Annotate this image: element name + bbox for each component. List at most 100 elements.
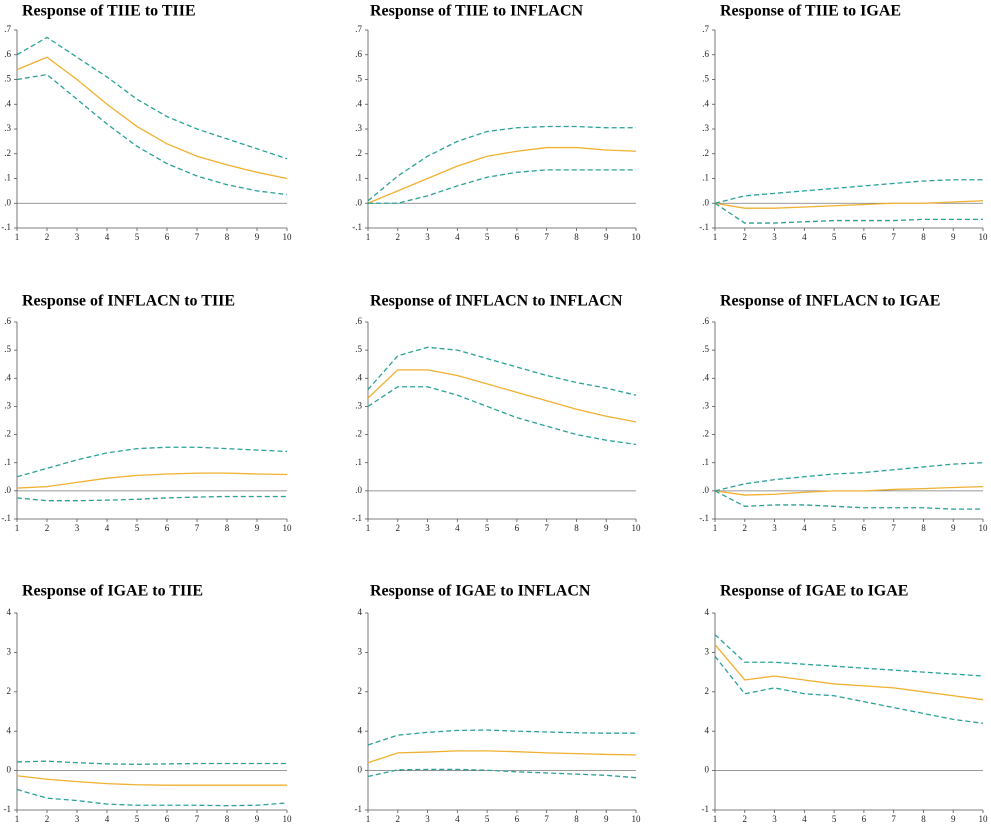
x-tick-label: 2 xyxy=(743,523,748,533)
band-line xyxy=(367,346,637,396)
x-tick-label: 8 xyxy=(225,523,230,533)
band-line xyxy=(714,655,984,724)
y-tick-label: -.1 xyxy=(699,513,709,523)
y-tick-label: .6 xyxy=(355,49,362,59)
x-tick-label: 1 xyxy=(713,232,718,242)
x-tick-label: 10 xyxy=(283,523,293,533)
x-tick-label: 1 xyxy=(366,814,371,824)
x-tick-label: 5 xyxy=(135,523,140,533)
y-tick-label: -1 xyxy=(4,804,12,814)
response-line xyxy=(714,200,984,209)
x-tick-label: 10 xyxy=(632,814,642,824)
x-tick-label: 1 xyxy=(713,814,718,824)
y-tick-label: -.1 xyxy=(699,222,709,232)
x-tick-label: 4 xyxy=(105,523,110,533)
y-tick-label: 3 xyxy=(358,646,363,656)
x-tick-label: 9 xyxy=(951,232,956,242)
x-tick-label: 6 xyxy=(862,232,867,242)
x-tick-label: 1 xyxy=(15,232,20,242)
x-tick-label: 5 xyxy=(485,523,490,533)
y-tick-label: .7 xyxy=(355,24,362,34)
x-tick-label: 6 xyxy=(862,814,867,824)
y-tick-label: -.1 xyxy=(352,222,362,232)
response-line xyxy=(16,775,287,786)
x-tick-label: 4 xyxy=(802,232,807,242)
x-tick-label: 3 xyxy=(425,523,430,533)
band-line xyxy=(714,462,984,492)
x-tick-label: 3 xyxy=(772,523,777,533)
x-tick-label: 9 xyxy=(604,814,609,824)
band-line xyxy=(714,202,983,224)
y-tick-label: .4 xyxy=(702,98,709,108)
y-tick-label: .1 xyxy=(702,173,709,183)
x-tick-label: 7 xyxy=(195,814,200,824)
y-tick-label: .1 xyxy=(702,457,709,467)
x-tick-label: 6 xyxy=(515,232,520,242)
band-line xyxy=(714,634,984,677)
x-tick-label: 6 xyxy=(165,232,170,242)
x-tick-label: 6 xyxy=(862,523,867,533)
y-tick-label: .6 xyxy=(702,316,709,326)
x-tick-label: 6 xyxy=(165,523,170,533)
band-line xyxy=(16,36,288,160)
x-tick-label: 5 xyxy=(485,232,490,242)
x-tick-label: 3 xyxy=(772,232,777,242)
chart-title: Response of IGAE to INFLACN xyxy=(370,583,591,600)
chart-title: Response of INFLACN to IGAE xyxy=(720,293,940,310)
x-tick-label: 8 xyxy=(574,814,579,824)
chart-title: Response of TIIE to IGAE xyxy=(720,3,901,20)
chart-title: Response of INFLACN to INFLACN xyxy=(370,293,623,310)
x-tick-label: 4 xyxy=(105,814,110,824)
chart-title: Response of IGAE to TIIE xyxy=(22,583,203,600)
y-tick-label: .6 xyxy=(4,316,11,326)
y-tick-label: .7 xyxy=(702,24,709,34)
x-tick-label: 9 xyxy=(604,523,609,533)
x-tick-label: 9 xyxy=(951,523,956,533)
x-tick-label: 4 xyxy=(455,523,460,533)
y-tick-label: 2 xyxy=(358,686,363,696)
x-tick-label: 8 xyxy=(574,523,579,533)
x-tick-label: 7 xyxy=(891,232,896,242)
x-tick-label: 5 xyxy=(135,814,140,824)
x-tick-label: 8 xyxy=(225,814,230,824)
y-tick-label: 4 xyxy=(358,607,363,617)
response-line xyxy=(714,644,984,701)
x-tick-label: 2 xyxy=(45,232,50,242)
y-tick-label: .2 xyxy=(702,148,709,158)
band-line xyxy=(714,179,983,204)
y-tick-label: -.1 xyxy=(1,513,11,523)
x-tick-label: 7 xyxy=(195,232,200,242)
y-tick-label: .2 xyxy=(4,429,11,439)
x-tick-label: 8 xyxy=(225,232,230,242)
y-tick-label: .0 xyxy=(702,485,709,495)
y-tick-label: .3 xyxy=(4,400,11,410)
y-tick-label: .1 xyxy=(355,173,362,183)
y-tick-label: .5 xyxy=(702,344,709,354)
response-line xyxy=(16,472,288,489)
y-tick-label: -1 xyxy=(702,804,710,814)
y-tick-label: .3 xyxy=(355,123,362,133)
chart-title: Response of TIIE to TIIE xyxy=(22,3,196,20)
y-tick-label: 4 xyxy=(7,607,12,617)
y-tick-label: .2 xyxy=(355,148,362,158)
x-tick-label: 8 xyxy=(921,232,926,242)
y-tick-label: -1 xyxy=(355,804,363,814)
y-tick-label: 3 xyxy=(705,646,710,656)
y-tick-label: .3 xyxy=(355,400,362,410)
x-tick-label: 2 xyxy=(45,814,50,824)
x-tick-label: 9 xyxy=(255,814,260,824)
x-tick-label: 4 xyxy=(802,814,807,824)
y-tick-label: .3 xyxy=(702,400,709,410)
y-tick-label: .0 xyxy=(355,197,362,207)
y-tick-label: .4 xyxy=(4,98,11,108)
x-tick-label: 3 xyxy=(75,523,80,533)
x-tick-label: 9 xyxy=(255,232,260,242)
x-tick-label: 4 xyxy=(105,232,110,242)
x-tick-label: 2 xyxy=(45,523,50,533)
y-tick-label: .4 xyxy=(4,372,11,382)
band-line xyxy=(367,386,637,446)
x-tick-label: 7 xyxy=(544,232,549,242)
x-tick-label: 3 xyxy=(75,232,80,242)
y-tick-label: 3 xyxy=(7,646,12,656)
response-line xyxy=(367,750,637,764)
